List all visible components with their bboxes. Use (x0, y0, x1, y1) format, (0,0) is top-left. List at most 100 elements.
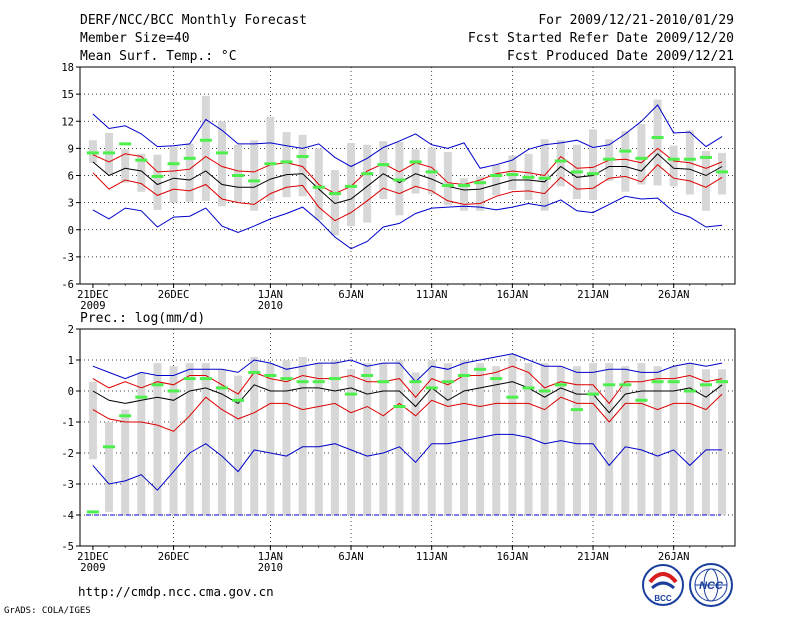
prec-observed-mark (490, 377, 503, 381)
temp-spread-bar (201, 95, 210, 201)
prec-spread-bar (637, 363, 646, 515)
member-size-label: Member Size=40 (80, 31, 190, 46)
temp-observed-mark (425, 170, 438, 174)
prec-spread-bar (589, 363, 598, 515)
temp-ytick-label: 6 (68, 171, 74, 183)
temp-panel-title: Mean Surf. Temp.: °C (80, 49, 237, 64)
temp-observed-mark (393, 178, 406, 182)
temp-ytick-label: -3 (61, 252, 74, 264)
prec-ytick-label: -4 (61, 510, 74, 522)
prec-observed-mark (183, 377, 196, 381)
prec-observed-mark (635, 398, 648, 402)
prec-observed-mark (619, 383, 632, 387)
temp-spread-bar (298, 134, 307, 197)
prec-observed-mark (425, 386, 438, 390)
temp-observed-mark (199, 138, 212, 142)
temp-spread-bar (266, 116, 275, 201)
temp-spread-bar (330, 170, 339, 236)
prec-ytick-label: -1 (61, 417, 74, 429)
prec-observed-mark (280, 377, 293, 381)
temp-observed-mark (635, 156, 648, 160)
prec-spread-bar (411, 372, 420, 515)
grads-credit: GrADS: COLA/IGES (4, 606, 91, 616)
prec-xtick-year-label: 2010 (258, 562, 283, 574)
prec-observed-mark (441, 380, 454, 384)
prec-observed-mark (570, 408, 583, 412)
temp-series-min (92, 195, 723, 250)
prec-spread-bar (105, 422, 114, 512)
prec-observed-mark (699, 383, 712, 387)
prec-spread-bar (185, 363, 194, 515)
temp-observed-mark (312, 185, 325, 189)
prec-observed-mark (554, 383, 567, 387)
temp-xtick-label: 6JAN (338, 289, 363, 301)
prec-spread-bar (395, 360, 404, 515)
prec-spread-bar (201, 363, 210, 515)
temp-observed-mark (441, 183, 454, 187)
prec-series-p10 (92, 393, 723, 432)
prec-observed-mark (86, 510, 99, 514)
temp-series-max (92, 104, 723, 169)
temp-spread-bar (250, 140, 259, 211)
prec-observed-mark (377, 380, 390, 384)
temp-spread-bar (443, 151, 452, 206)
temp-spread-bar (363, 144, 372, 223)
prec-ytick-label: -5 (61, 541, 74, 553)
prec-series-mean (92, 381, 723, 414)
prec-spread-bar (298, 356, 307, 515)
prec-xtick-label: 21JAN (577, 551, 609, 563)
bcc-logo: BCC (642, 564, 684, 606)
prec-spread-bar (121, 409, 130, 515)
temp-spread-bar (556, 140, 565, 187)
temp-spread-bar (459, 178, 468, 211)
prec-series-max (92, 353, 723, 383)
temp-observed-mark (183, 156, 196, 160)
precipitation-spread-bars (88, 353, 727, 515)
temperature-series-lines (92, 104, 723, 250)
prec-spread-bar (330, 360, 339, 515)
source-url: http://cmdp.ncc.cma.gov.cn (78, 584, 274, 599)
prec-observed-mark (119, 414, 132, 418)
prec-spread-bar (137, 372, 146, 515)
temp-spread-bar (621, 131, 630, 192)
temp-ytick-label: 3 (68, 198, 74, 210)
prec-spread-bar (266, 363, 275, 515)
temp-spread-bar (169, 146, 178, 203)
prec-xtick-label: 1JAN (258, 551, 283, 563)
temp-observed-mark (570, 170, 583, 174)
started-refer-date-label: Fcst Started Refer Date 2009/12/20 (468, 31, 734, 46)
prec-observed-mark (199, 377, 212, 381)
prec-ytick-label: 0 (68, 386, 74, 398)
temp-spread-bar (508, 155, 517, 190)
prec-observed-mark (667, 380, 680, 384)
temperature-observed-marks (86, 136, 729, 196)
prec-spread-bar (492, 366, 501, 515)
prec-observed-mark (716, 380, 729, 384)
temp-observed-mark (667, 157, 680, 161)
precipitation-series-lines (86, 353, 723, 516)
temp-spread-bar (653, 99, 662, 186)
temp-observed-mark (457, 183, 470, 187)
prec-observed-mark (103, 445, 116, 449)
temp-observed-mark (522, 175, 535, 179)
temp-observed-mark (587, 172, 600, 176)
prec-observed-mark (651, 380, 664, 384)
temp-spread-bar (411, 149, 420, 194)
prec-spread-bar (459, 360, 468, 515)
prec-spread-bar (363, 363, 372, 515)
temp-spread-bar (153, 154, 162, 210)
prec-spread-bar (217, 369, 226, 515)
prec-spread-bar (443, 363, 452, 515)
temp-spread-bar (589, 129, 598, 200)
temp-spread-bar (476, 176, 485, 211)
prec-spread-bar (314, 363, 323, 515)
temp-observed-mark (683, 157, 696, 161)
precip-panel-title: Prec.: log(mm/d) (80, 311, 205, 326)
temp-ytick-label: -6 (61, 279, 74, 291)
prec-spread-bar (540, 363, 549, 515)
prec-spread-bar (476, 363, 485, 515)
temp-observed-mark (490, 174, 503, 177)
prec-spread-bar (379, 363, 388, 515)
